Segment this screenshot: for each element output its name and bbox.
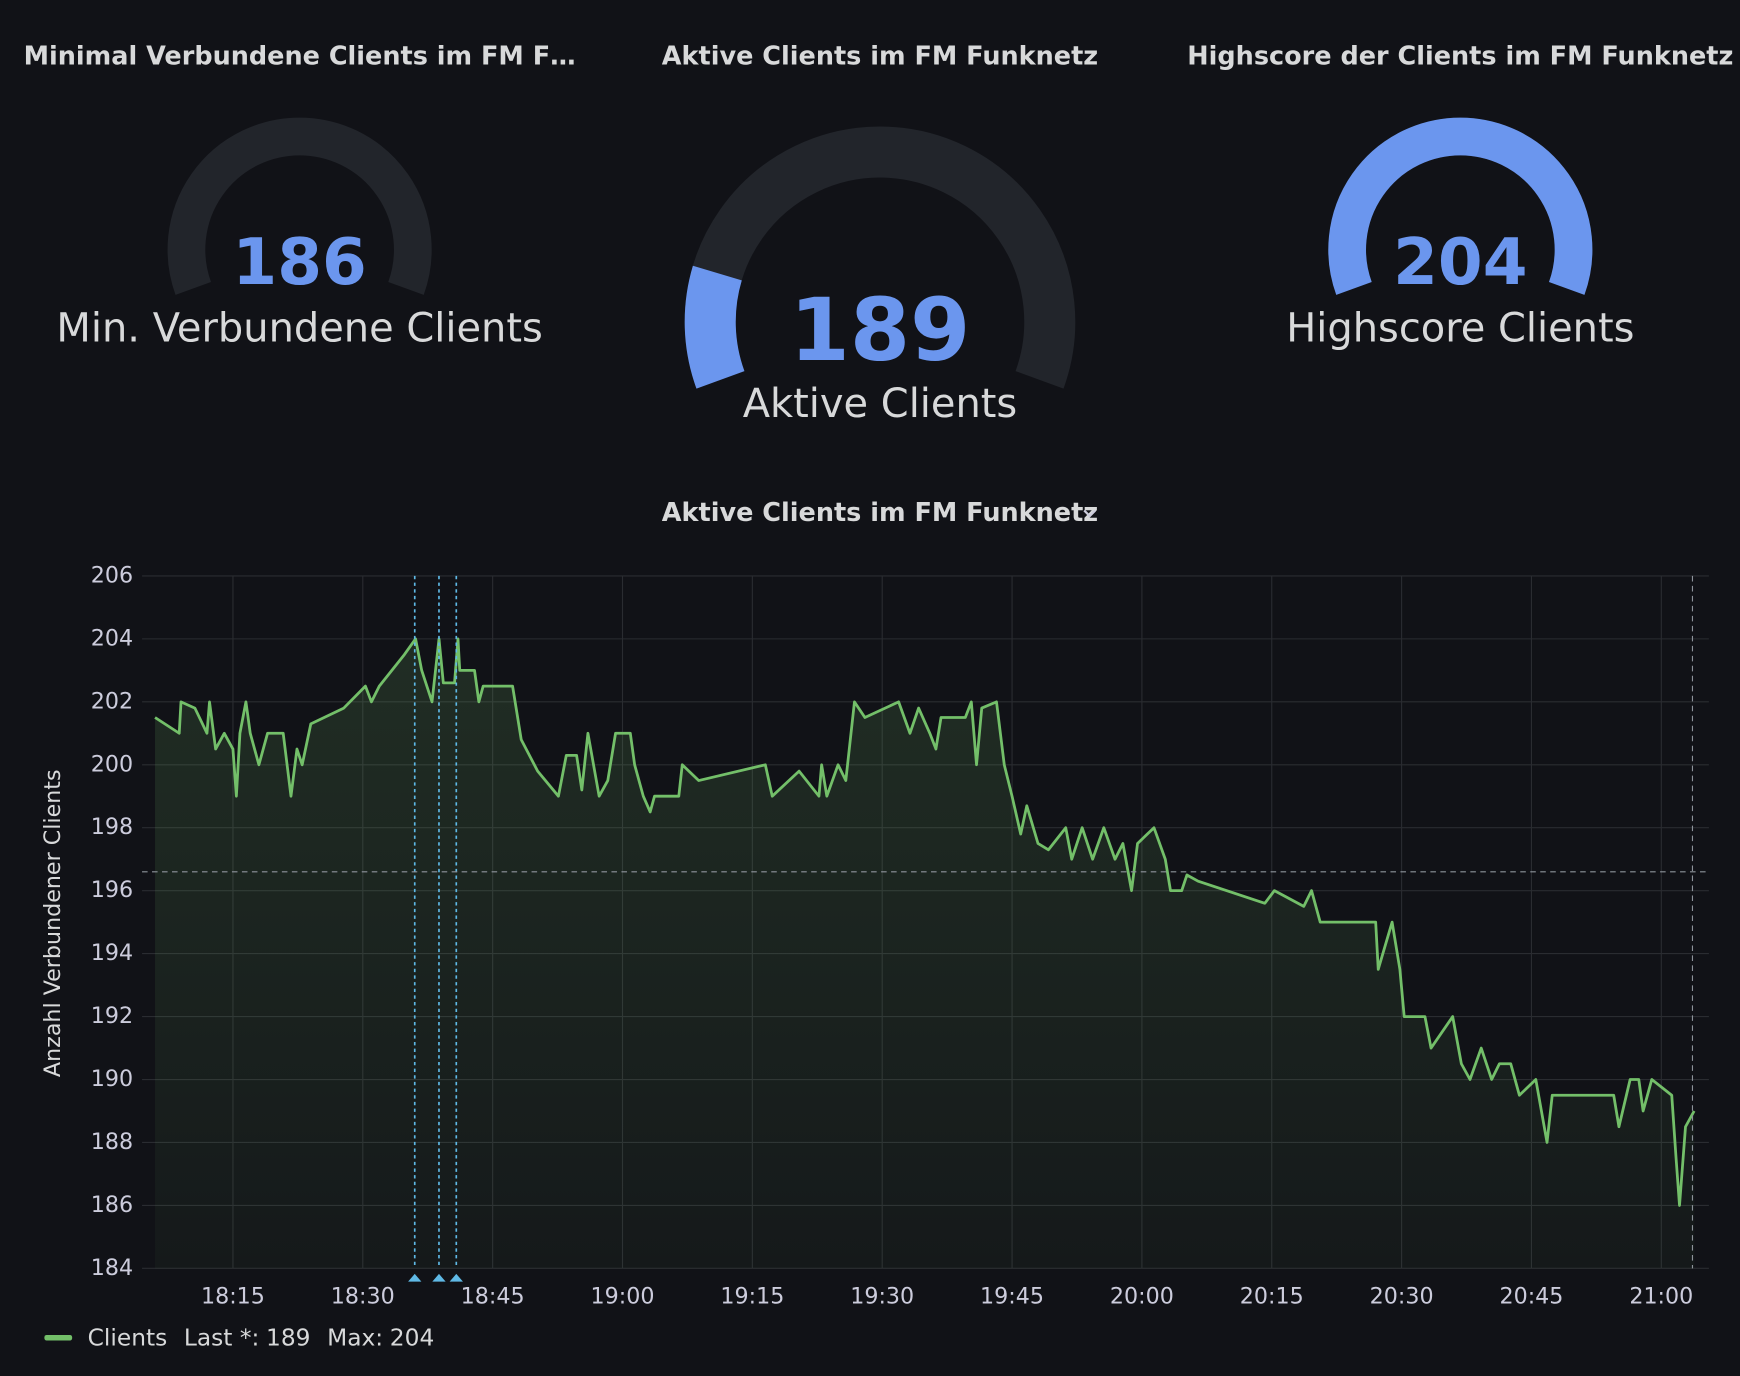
panel-title[interactable]: Aktive Clients im FM Funknetz: [662, 498, 1098, 528]
x-tick-label: 20:45: [1499, 1284, 1563, 1310]
y-axis-label: Anzahl Verbundener Clients: [40, 769, 66, 1077]
x-tick-label: 20:00: [1110, 1284, 1174, 1310]
gauge-value: 204: [1393, 225, 1527, 300]
y-tick-label: 184: [91, 1255, 133, 1281]
gauge-title: Aktive Clients im FM Funknetz: [662, 42, 1098, 72]
legend-stat-value: 204: [390, 1324, 434, 1351]
x-tick-label: 20:30: [1370, 1284, 1434, 1310]
annotation-marker: [449, 1273, 463, 1282]
legend-series-name: Clients: [88, 1324, 168, 1351]
x-tick-label: 18:45: [461, 1284, 525, 1310]
y-tick-label: 188: [91, 1129, 133, 1155]
y-tick-label: 206: [91, 562, 133, 588]
series-area: [155, 638, 1695, 1269]
gauge-fill: [684, 265, 745, 389]
legend-text: Clients Last *: 189 Max: 204: [88, 1324, 435, 1351]
y-tick-label: 196: [91, 877, 133, 903]
gauge-value: 186: [232, 225, 366, 300]
series-line: [154, 637, 1696, 1207]
gauge-title: Highscore der Clients im FM Funknetz: [1187, 42, 1733, 72]
x-tick-label: 19:30: [850, 1284, 914, 1310]
annotation-marker: [432, 1273, 446, 1282]
y-tick-label: 204: [91, 625, 133, 651]
y-tick-label: 200: [91, 751, 133, 777]
legend-stat-label: Max:: [327, 1324, 383, 1351]
x-tick-label: 18:30: [331, 1284, 395, 1310]
y-tick-label: 198: [91, 814, 133, 840]
x-tick-label: 19:15: [720, 1284, 784, 1310]
legend-swatch: [44, 1334, 73, 1341]
x-tick-label: 19:45: [980, 1284, 1044, 1310]
gauge-label: Min. Verbundene Clients: [56, 306, 542, 352]
gauge-title: Minimal Verbundene Clients im FM F…: [24, 42, 576, 72]
legend-stat-label: Last *:: [184, 1324, 259, 1351]
y-tick-label: 194: [91, 940, 133, 966]
x-tick-label: 21:00: [1629, 1284, 1693, 1310]
x-tick-label: 19:00: [591, 1284, 655, 1310]
gauge-label: Aktive Clients: [743, 381, 1018, 427]
legend-stat-value: 189: [266, 1324, 310, 1351]
y-tick-label: 192: [91, 1003, 133, 1029]
y-tick-label: 190: [91, 1066, 133, 1092]
y-tick-label: 186: [91, 1192, 133, 1218]
x-tick-label: 18:15: [201, 1284, 265, 1310]
gauge-label: Highscore Clients: [1286, 306, 1634, 352]
annotation-marker: [408, 1273, 422, 1282]
gauge-track: [167, 117, 432, 295]
y-tick-label: 202: [91, 688, 133, 714]
x-tick-label: 20:15: [1240, 1284, 1304, 1310]
gauge-value: 189: [790, 281, 971, 381]
panel-menu-chevron[interactable]: [1083, 509, 1097, 518]
gauge-fill: [1328, 117, 1593, 295]
